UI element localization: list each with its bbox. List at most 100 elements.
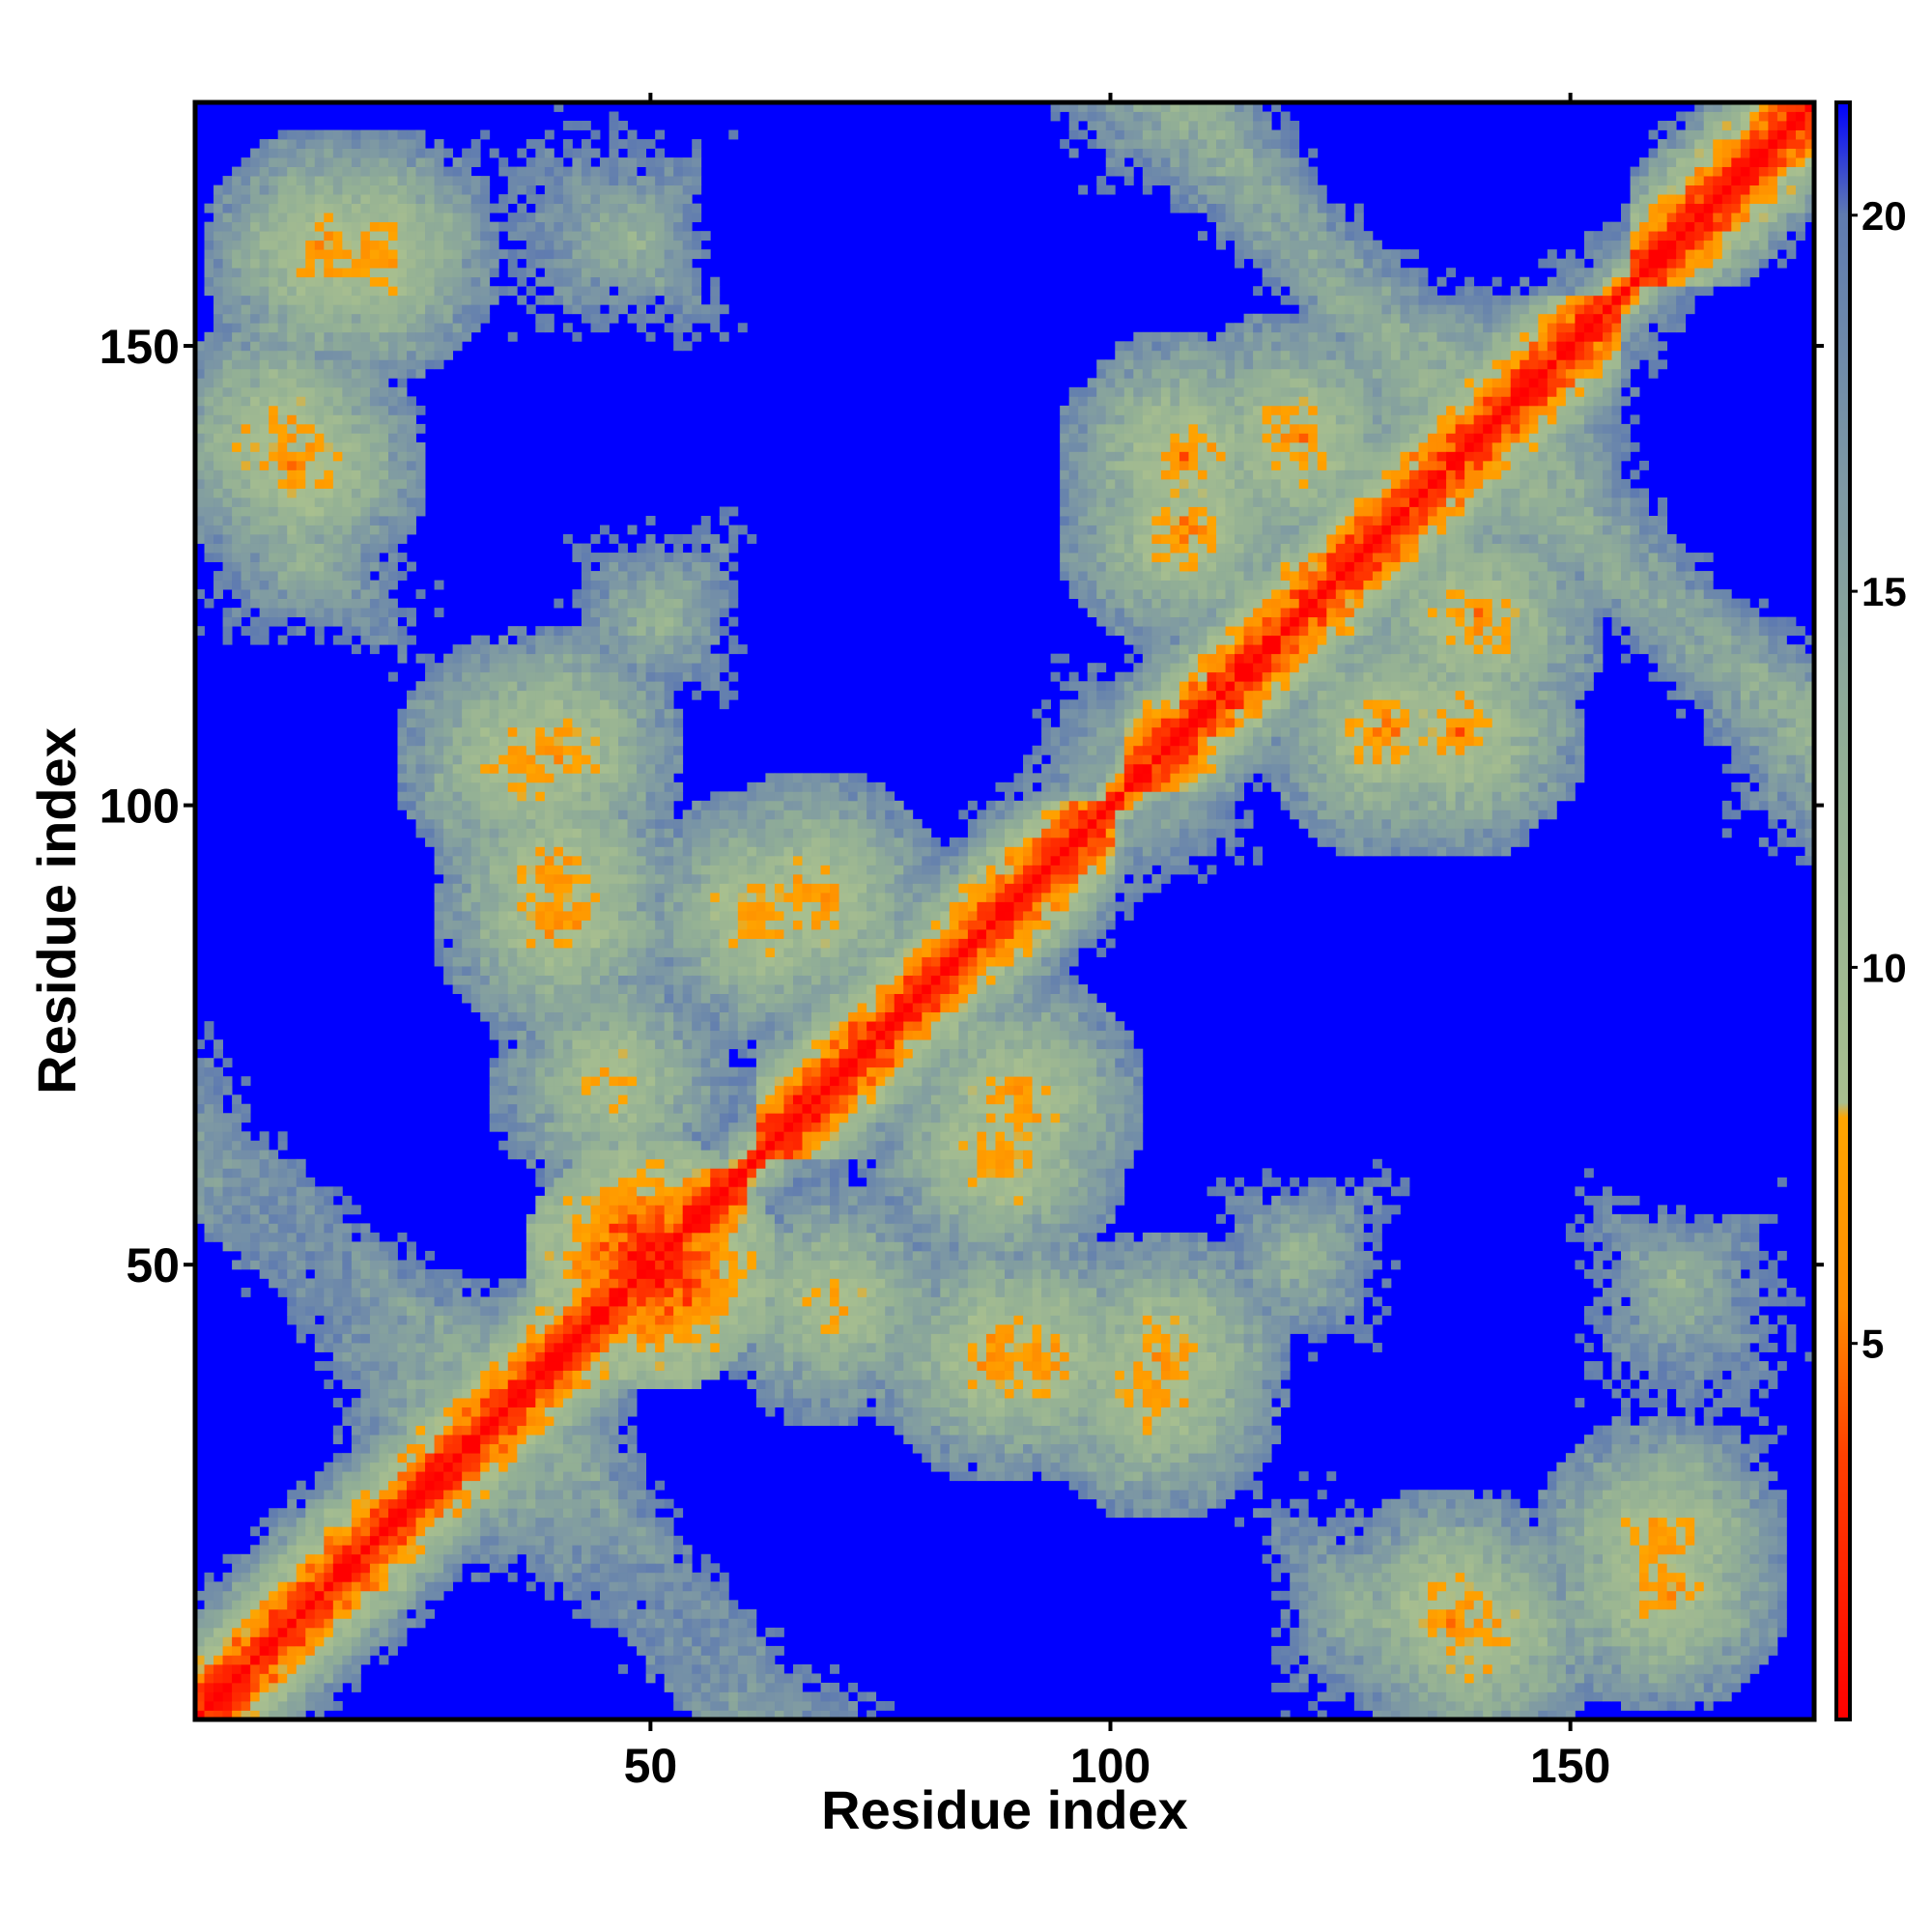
heatmap-cell bbox=[332, 176, 343, 185]
heatmap-cell bbox=[305, 1545, 316, 1555]
heatmap-cell bbox=[535, 1324, 546, 1334]
heatmap-cell bbox=[526, 1526, 536, 1537]
heatmap-cell bbox=[452, 185, 463, 195]
heatmap-cell bbox=[609, 203, 619, 213]
heatmap-cell bbox=[562, 1535, 573, 1546]
heatmap-cell bbox=[443, 653, 454, 664]
heatmap-cell bbox=[526, 718, 536, 728]
heatmap-cell bbox=[535, 1223, 546, 1234]
heatmap-cell bbox=[590, 663, 601, 673]
heatmap-cell bbox=[342, 405, 353, 415]
heatmap-cell bbox=[277, 176, 288, 185]
heatmap-cell bbox=[425, 1443, 435, 1454]
heatmap-cell bbox=[609, 644, 619, 655]
heatmap-cell bbox=[526, 1131, 536, 1142]
heatmap-cell bbox=[526, 681, 536, 692]
heatmap-cell bbox=[296, 359, 306, 370]
heatmap-cell bbox=[269, 1673, 279, 1684]
heatmap-cell bbox=[324, 488, 334, 498]
heatmap-cell bbox=[572, 598, 582, 609]
heatmap-cell bbox=[387, 1406, 398, 1417]
heatmap-cell bbox=[314, 368, 325, 379]
heatmap-cell bbox=[462, 745, 472, 755]
heatmap-cell bbox=[627, 1553, 638, 1564]
heatmap-cell bbox=[562, 1462, 573, 1472]
heatmap-cell bbox=[360, 1517, 371, 1527]
heatmap-cell bbox=[554, 653, 564, 664]
heatmap-cell bbox=[222, 1113, 233, 1123]
heatmap-cell bbox=[480, 1535, 491, 1546]
heatmap-cell bbox=[572, 1158, 582, 1169]
heatmap-cell bbox=[387, 405, 398, 415]
heatmap-cell bbox=[407, 781, 416, 792]
heatmap-cell bbox=[637, 1343, 647, 1352]
heatmap-cell bbox=[379, 1618, 389, 1629]
heatmap-cell bbox=[581, 553, 591, 562]
heatmap-cell bbox=[609, 708, 619, 719]
heatmap-cell bbox=[554, 221, 564, 232]
heatmap-cell bbox=[609, 828, 619, 838]
heatmap-cell bbox=[222, 1076, 233, 1087]
heatmap-cell bbox=[562, 1076, 573, 1087]
heatmap-cell bbox=[507, 185, 518, 195]
heatmap-cell bbox=[581, 1435, 591, 1445]
heatmap-cell bbox=[517, 736, 527, 747]
heatmap-cell bbox=[572, 929, 582, 939]
heatmap-cell bbox=[407, 1462, 416, 1472]
heatmap-cell bbox=[332, 1296, 343, 1307]
heatmap-cell bbox=[287, 433, 298, 443]
heatmap-cell bbox=[562, 1563, 573, 1574]
heatmap-cell bbox=[554, 1406, 564, 1417]
heatmap-cell bbox=[434, 1581, 444, 1592]
heatmap-cell bbox=[554, 663, 564, 673]
heatmap-cell bbox=[379, 1627, 389, 1637]
heatmap-cell bbox=[415, 194, 426, 205]
heatmap-cell bbox=[581, 176, 591, 185]
heatmap-cell bbox=[305, 139, 316, 149]
heatmap-cell bbox=[618, 644, 628, 655]
heatmap-cell bbox=[250, 1553, 261, 1564]
heatmap-cell bbox=[581, 1131, 591, 1142]
heatmap-cell bbox=[600, 1223, 610, 1234]
heatmap-cell bbox=[425, 194, 435, 205]
heatmap-cell bbox=[277, 525, 288, 535]
heatmap-cell bbox=[332, 1260, 343, 1270]
heatmap-cell bbox=[526, 231, 536, 242]
heatmap-cell bbox=[314, 534, 325, 544]
heatmap-cell bbox=[609, 1195, 619, 1206]
heatmap-cell bbox=[480, 203, 491, 213]
heatmap-cell bbox=[554, 1388, 564, 1399]
heatmap-cell bbox=[618, 1011, 628, 1022]
heatmap-cell bbox=[627, 240, 638, 250]
heatmap-cell bbox=[397, 1581, 408, 1592]
heatmap-cell bbox=[332, 1563, 343, 1574]
heatmap-cell bbox=[590, 1517, 601, 1527]
heatmap-cell bbox=[572, 1572, 582, 1582]
heatmap-cell bbox=[387, 157, 398, 167]
heatmap-cell bbox=[415, 368, 426, 379]
heatmap-cell bbox=[342, 286, 353, 297]
heatmap-cell bbox=[305, 1177, 316, 1187]
heatmap-cell bbox=[618, 1315, 628, 1325]
heatmap-cell bbox=[627, 975, 638, 985]
heatmap-cell bbox=[369, 1241, 380, 1252]
heatmap-cell bbox=[535, 993, 546, 1004]
heatmap-cell bbox=[609, 754, 619, 765]
heatmap-cell bbox=[562, 726, 573, 737]
heatmap-cell bbox=[204, 1030, 214, 1040]
heatmap-cell bbox=[407, 1268, 416, 1279]
heatmap-cell bbox=[387, 553, 398, 562]
heatmap-cell bbox=[305, 478, 316, 489]
heatmap-cell bbox=[250, 543, 261, 554]
heatmap-cell bbox=[498, 1526, 509, 1537]
heatmap-cell bbox=[241, 608, 251, 618]
heatmap-cell bbox=[332, 441, 343, 452]
heatmap-cell bbox=[296, 1627, 306, 1637]
heatmap-cell bbox=[517, 966, 527, 976]
heatmap-cell bbox=[407, 1517, 416, 1527]
heatmap-cell bbox=[470, 268, 481, 278]
heatmap-cell bbox=[581, 1490, 591, 1500]
heatmap-cell bbox=[480, 763, 491, 774]
heatmap-cell bbox=[269, 405, 279, 415]
heatmap-cell bbox=[609, 846, 619, 857]
